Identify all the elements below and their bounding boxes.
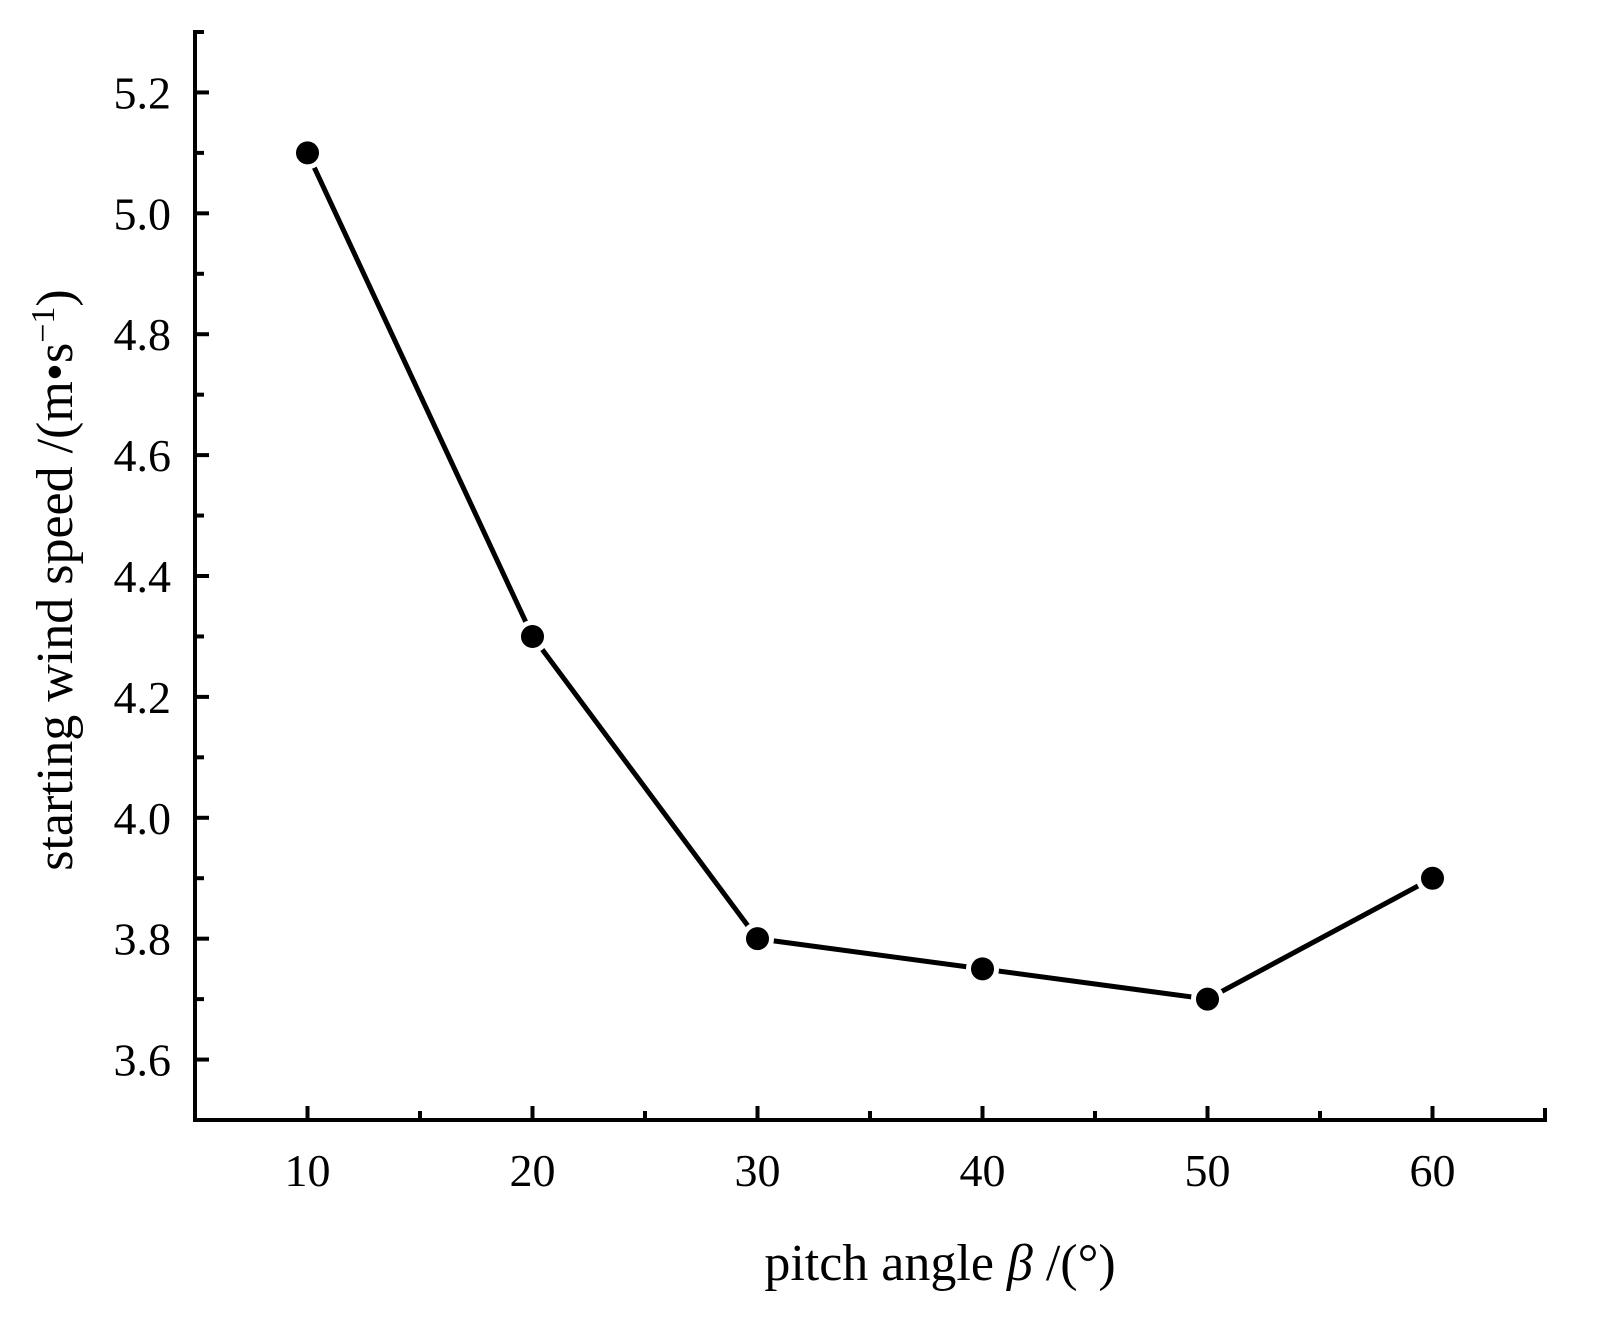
y-tick-label: 4.0 — [114, 793, 172, 844]
x-axis-title-symbol: β — [1006, 1235, 1033, 1292]
x-axis-title-prefix: pitch angle — [764, 1235, 1007, 1292]
data-point — [516, 619, 549, 653]
x-axis-ticks: 10 20 30 40 50 60 — [285, 1106, 1456, 1196]
y-tick-label: 4.6 — [114, 430, 172, 481]
data-point — [1416, 861, 1449, 895]
x-tick-label: 20 — [510, 1145, 556, 1196]
y-tick-label: 4.8 — [114, 309, 172, 360]
y-axis-title-superscript: −1 — [25, 307, 62, 343]
y-axis-title-prefix: starting wind speed /(m•s — [27, 343, 84, 871]
x-tick-label: 30 — [735, 1145, 781, 1196]
data-point — [1191, 982, 1224, 1016]
y-tick-label: 5.2 — [114, 67, 172, 118]
series-group — [291, 136, 1449, 1016]
axes — [193, 30, 1547, 1122]
y-axis-ticks: 3.6 3.8 4.0 4.2 4.4 4.6 4.8 5.0 5.2 — [114, 67, 209, 1086]
y-axis-title-suffix: ) — [27, 289, 84, 306]
y-tick-label: 3.8 — [114, 914, 172, 965]
x-tick-label: 50 — [1185, 1145, 1231, 1196]
x-tick-label: 60 — [1410, 1145, 1456, 1196]
x-axis-title: pitch angle β /(°) — [764, 1235, 1115, 1292]
y-tick-label: 5.0 — [114, 188, 172, 239]
data-point — [741, 922, 774, 956]
x-tick-label: 10 — [285, 1145, 331, 1196]
y-tick-label: 4.2 — [114, 672, 172, 723]
y-tick-label: 3.6 — [114, 1035, 172, 1086]
x-tick-label: 40 — [960, 1145, 1006, 1196]
y-axis-title: starting wind speed /(m•s−1) — [25, 289, 85, 871]
data-point — [291, 136, 324, 170]
data-point — [966, 952, 999, 986]
y-tick-label: 4.4 — [114, 551, 172, 602]
axis-frame — [193, 30, 1547, 1122]
x-axis-title-suffix: /(°) — [1033, 1235, 1116, 1292]
series-line — [305, 151, 1434, 1002]
